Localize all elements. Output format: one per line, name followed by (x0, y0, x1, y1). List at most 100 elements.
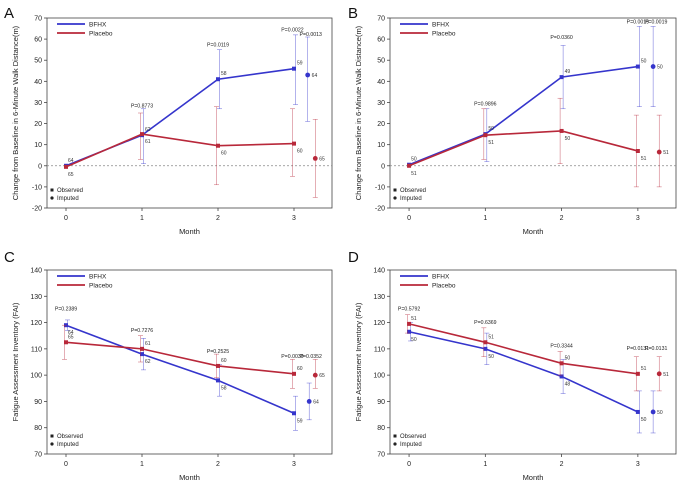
observed-marker (483, 340, 488, 345)
sample-size-label: 65 (319, 156, 325, 162)
imputed-bfhx: 50 (650, 26, 663, 107)
observed-marker (292, 66, 296, 71)
imputed-bfhx: 50 (650, 390, 663, 434)
y-tick-label: 130 (30, 294, 42, 301)
sample-size-label: 65 (319, 373, 325, 379)
imputed-marker (312, 155, 318, 161)
x-tick-label: 3 (636, 215, 640, 222)
observed-marker (635, 149, 640, 153)
y-tick-label: 40 (377, 79, 385, 86)
p-value-label: P=0.0119 (207, 43, 229, 49)
y-tick-label: 120 (373, 320, 385, 327)
sample-size-label: 50 (488, 126, 494, 132)
p-value-label: P=0.2389 (55, 307, 77, 313)
observed-note-marker (393, 188, 397, 192)
observed-marker (559, 75, 564, 80)
x-tick-label: 1 (483, 215, 487, 222)
y-tick-label: 90 (34, 399, 42, 406)
observed-marker (407, 329, 412, 334)
imputed-marker (306, 399, 312, 404)
imputed-note-marker (50, 442, 54, 446)
sample-size-label: 60 (297, 366, 303, 372)
sample-size-label: 58 (221, 71, 227, 77)
observed-marker (140, 346, 144, 351)
x-tick-label: 0 (64, 215, 68, 222)
series-bfhx: 50 50 49 50 (407, 26, 647, 167)
series-bfhx: 64 62 58 59 (64, 319, 303, 431)
p-value-label: P=0.5792 (398, 307, 420, 313)
sample-size-label: 50 (565, 136, 571, 142)
x-tick-label: 1 (483, 461, 487, 468)
p-value-label: P=0.0019 (627, 19, 649, 25)
marker-notes: Observed Imputed (393, 434, 426, 448)
observed-marker (407, 163, 412, 168)
panel-d: D 70 80 90 100 110 120 130 140 0 1 2 3 Month Fatigue A… (348, 249, 677, 482)
legend-label: BFHX (432, 22, 450, 29)
imputed-note: Imputed (57, 196, 79, 202)
x-axis-label: Month (523, 227, 544, 236)
sample-size-label: 61 (145, 341, 151, 347)
sample-size-label: 48 (565, 381, 571, 387)
panel-b: B -20 -10 0 10 20 30 40 50 60 70 0 1 2 3 Month Change fr… (348, 5, 677, 236)
imputed-placebo: 51 (656, 114, 669, 188)
series-bfhx: 50 50 48 50 (407, 322, 647, 434)
sample-size-label: 64 (68, 158, 74, 164)
legend: BFHX Placebo (57, 274, 113, 290)
y-tick-label: 70 (377, 16, 385, 23)
x-axis-label: Month (179, 227, 200, 236)
series-line (65, 324, 295, 414)
y-tick-label: 60 (377, 37, 385, 44)
series-placebo: 65 61 60 60 (64, 106, 303, 186)
imputed-marker (656, 149, 662, 155)
y-tick-label: -10 (375, 184, 385, 191)
imputed-placebo: 51 (656, 356, 669, 392)
observed-note-marker (50, 188, 54, 192)
series-line (408, 130, 639, 167)
sample-size-label: 50 (565, 355, 571, 361)
observed-note: Observed (57, 188, 83, 194)
series-placebo: 51 51 50 51 (405, 314, 647, 392)
observed-marker (140, 352, 144, 357)
y-tick-label: 70 (34, 16, 42, 23)
x-tick-label: 0 (64, 461, 68, 468)
sample-size-label: 60 (221, 358, 227, 364)
series-placebo: 51 51 50 51 (407, 97, 647, 188)
sample-size-label: 50 (411, 157, 417, 163)
y-tick-label: 70 (377, 452, 385, 459)
observed-marker (407, 321, 412, 326)
y-tick-label: -10 (32, 184, 42, 191)
sample-size-label: 51 (663, 372, 669, 378)
series-line (408, 330, 639, 413)
imputed-note: Imputed (57, 442, 79, 448)
legend: BFHX Placebo (400, 274, 456, 290)
observed-note-marker (50, 434, 54, 438)
imputed-marker (650, 64, 656, 69)
y-tick-label: -20 (32, 206, 42, 213)
imputed-note-marker (50, 196, 54, 200)
observed-marker (559, 128, 564, 133)
sample-size-label: 62 (145, 127, 151, 133)
y-tick-label: 110 (31, 346, 42, 353)
p-value-label: P=0.0352 (300, 354, 322, 360)
imputed-placebo: 65 (312, 119, 325, 198)
y-tick-label: 100 (30, 373, 42, 380)
observed-note: Observed (400, 434, 426, 440)
y-tick-label: 80 (377, 425, 385, 432)
marker-notes: Observed Imputed (50, 188, 83, 202)
legend-label: Placebo (432, 31, 456, 38)
y-tick-label: 0 (381, 163, 385, 170)
marker-notes: Observed Imputed (393, 188, 426, 202)
series-line (408, 323, 638, 375)
sample-size-label: 50 (411, 337, 417, 343)
p-value-label: P=0.7276 (131, 328, 153, 334)
sample-size-label: 51 (488, 140, 494, 146)
y-axis-label: Change from Baseline in 6-Minute Walk Di… (354, 25, 363, 200)
legend-label: BFHX (89, 274, 107, 281)
observed-marker (216, 378, 220, 383)
marker-notes: Observed Imputed (50, 434, 83, 448)
y-axis-label: Fatigue Assessment Inventory (FAI) (354, 302, 363, 421)
plot-frame (46, 17, 333, 209)
series-line (65, 341, 295, 375)
legend-label: BFHX (89, 22, 107, 29)
legend: BFHX Placebo (57, 22, 113, 38)
